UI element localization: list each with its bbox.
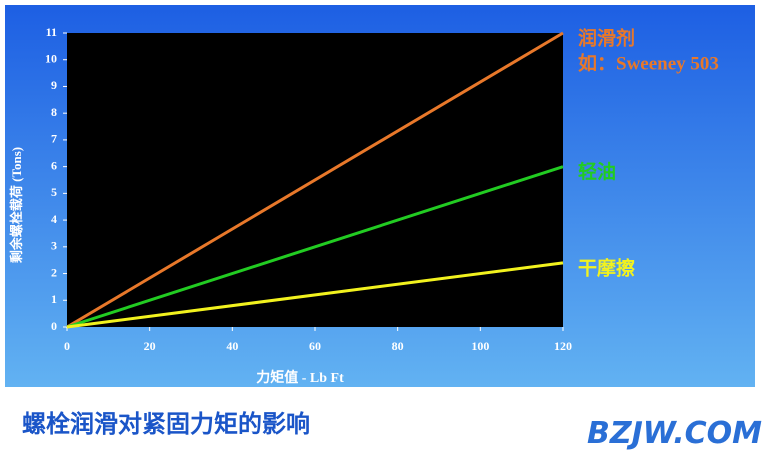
y-tick-label: 3 xyxy=(51,239,57,253)
y-tick-label: 8 xyxy=(51,105,57,119)
y-tick-label: 5 xyxy=(51,185,57,199)
y-tick-label: 0 xyxy=(51,319,57,333)
y-tick-label: 1 xyxy=(51,292,57,306)
x-tick-label: 40 xyxy=(226,339,238,353)
series-label: 轻油 xyxy=(578,160,616,183)
series-line xyxy=(66,261,564,329)
y-tick-label: 2 xyxy=(51,265,57,279)
y-tick-label: 7 xyxy=(51,132,57,146)
series-line xyxy=(66,31,564,329)
series-label: 干摩擦 xyxy=(578,256,635,279)
y-tick-label: 4 xyxy=(51,212,57,226)
x-tick-label: 120 xyxy=(554,339,572,353)
y-tick-label: 6 xyxy=(51,158,57,172)
series-line xyxy=(66,165,564,329)
y-tick-label: 11 xyxy=(46,25,57,39)
x-tick-label: 20 xyxy=(144,339,156,353)
y-tick-label: 9 xyxy=(51,78,57,92)
x-tick-label: 60 xyxy=(309,339,321,353)
x-axis-label: 力矩值 - Lb Ft xyxy=(256,369,344,386)
series-note: 如：Sweeney 503 xyxy=(578,51,719,74)
logo: BZJW.COM xyxy=(587,416,762,451)
x-tick-label: 0 xyxy=(64,339,70,353)
series-label: 润滑剂 xyxy=(578,27,635,50)
y-axis-label: 剩余螺栓载荷 (Tons) xyxy=(9,147,24,263)
x-tick-label: 80 xyxy=(392,339,404,353)
y-tick-label: 10 xyxy=(45,51,57,65)
x-tick-label: 100 xyxy=(471,339,489,353)
caption: 螺栓润滑对紧固力矩的影响 xyxy=(22,410,310,438)
